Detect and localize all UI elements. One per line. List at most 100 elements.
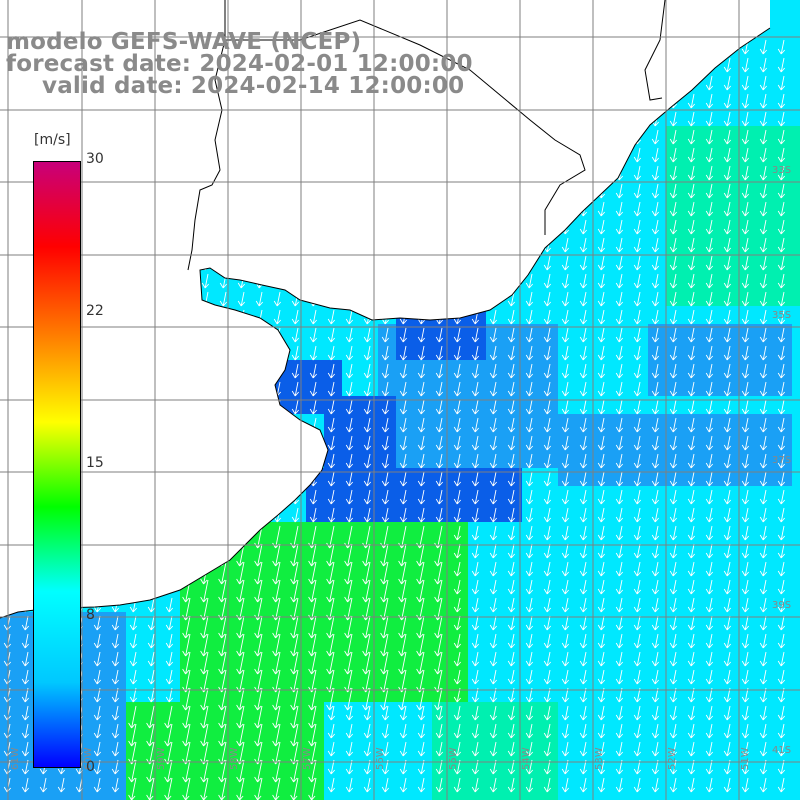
wind-arrow [453, 561, 462, 577]
wind-arrow [291, 363, 300, 379]
wind-arrow [416, 651, 425, 675]
wind-arrow [615, 183, 624, 199]
wind-arrow [236, 633, 245, 657]
wind-arrow [309, 327, 318, 343]
wind-arrow [723, 363, 732, 379]
wind-arrow [507, 381, 516, 397]
wind-arrow [705, 489, 714, 505]
latitude-label: 39S [772, 600, 791, 611]
wind-arrow [434, 651, 443, 675]
wind-arrow [741, 291, 750, 307]
land-area [0, 0, 770, 618]
wind-arrow [543, 561, 552, 577]
wind-arrow [398, 651, 407, 675]
wind-arrow [669, 723, 678, 739]
wind-arrow [399, 345, 408, 361]
forecast-date: forecast date: 2024-02-01 12:00:00 [6, 51, 473, 77]
wind-speed-cell [324, 792, 343, 800]
wind-arrow [759, 723, 768, 739]
wind-arrow [723, 57, 732, 73]
wind-speed-cell [792, 432, 800, 451]
wind-arrow [543, 651, 552, 667]
wind-arrow [723, 327, 732, 343]
wind-arrow [687, 363, 696, 379]
wind-arrow [669, 273, 678, 289]
wind-arrow [111, 633, 120, 649]
wind-arrow [741, 345, 750, 361]
wind-arrow [381, 705, 390, 721]
wind-arrow [687, 417, 696, 433]
wind-arrow [651, 309, 660, 325]
wind-arrow [525, 777, 534, 793]
wind-arrow [453, 669, 462, 685]
wind-arrow [543, 543, 552, 559]
wind-arrow [705, 417, 714, 433]
wind-arrow [723, 255, 732, 271]
wind-arrow [507, 669, 516, 685]
wind-speed-cell [792, 270, 800, 289]
longitude-label: 55W [448, 747, 459, 770]
wind-arrow [290, 687, 299, 711]
wind-arrow [633, 345, 642, 361]
wind-arrow [525, 615, 534, 631]
wind-arrow [291, 327, 300, 343]
wind-arrow [507, 651, 516, 667]
wind-arrow [669, 219, 678, 235]
wind-arrow [669, 543, 678, 559]
wind-arrow [759, 237, 768, 253]
wind-speed-cell [792, 540, 800, 559]
wind-arrow [218, 579, 227, 603]
wind-arrow [579, 291, 588, 307]
wind-arrow [327, 489, 336, 505]
wind-arrow [525, 741, 534, 757]
wind-arrow [705, 219, 714, 235]
wind-arrow [633, 579, 642, 595]
wind-speed-cell [792, 72, 800, 91]
wind-arrow [344, 687, 353, 711]
wind-arrow [777, 489, 786, 505]
wind-arrow [308, 633, 317, 657]
wind-arrow [651, 435, 660, 451]
wind-arrow [327, 705, 336, 721]
wind-arrow [345, 309, 354, 325]
wind-arrow [525, 579, 534, 595]
wind-arrow [633, 525, 642, 541]
wind-arrow [489, 417, 498, 433]
wind-arrow [218, 705, 227, 729]
wind-arrow [777, 579, 786, 595]
wind-arrow [236, 705, 245, 729]
wind-arrow [777, 39, 786, 55]
wind-arrow [434, 579, 443, 603]
wind-arrow [398, 561, 407, 585]
wind-arrow [705, 777, 714, 793]
wind-speed-cell [792, 756, 800, 775]
wind-arrow [525, 597, 534, 613]
wind-arrow [597, 345, 606, 361]
wind-arrow [363, 507, 372, 523]
wind-arrow [615, 219, 624, 235]
wind-arrow [561, 525, 570, 541]
wind-arrow [777, 147, 786, 163]
wind-arrow [561, 453, 570, 469]
wind-arrow [759, 309, 768, 325]
wind-speed-cell [468, 792, 487, 800]
wind-arrow [525, 561, 534, 577]
wind-arrow [651, 147, 660, 163]
wind-arrow [236, 561, 245, 585]
wind-arrow [327, 309, 336, 325]
wind-arrow [525, 399, 534, 415]
wind-arrow [579, 417, 588, 433]
wind-arrow [651, 777, 660, 793]
wind-arrow [417, 705, 426, 721]
wind-arrow [759, 75, 768, 91]
wind-arrow [597, 651, 606, 667]
wind-arrow [345, 471, 354, 487]
wind-arrow [777, 201, 786, 217]
wind-arrow [435, 417, 444, 433]
wind-arrow [489, 525, 498, 541]
wind-arrow [326, 561, 335, 585]
wind-arrow [723, 345, 732, 361]
wind-arrow [705, 435, 714, 451]
wind-arrow [669, 705, 678, 721]
wind-arrow [543, 345, 552, 361]
